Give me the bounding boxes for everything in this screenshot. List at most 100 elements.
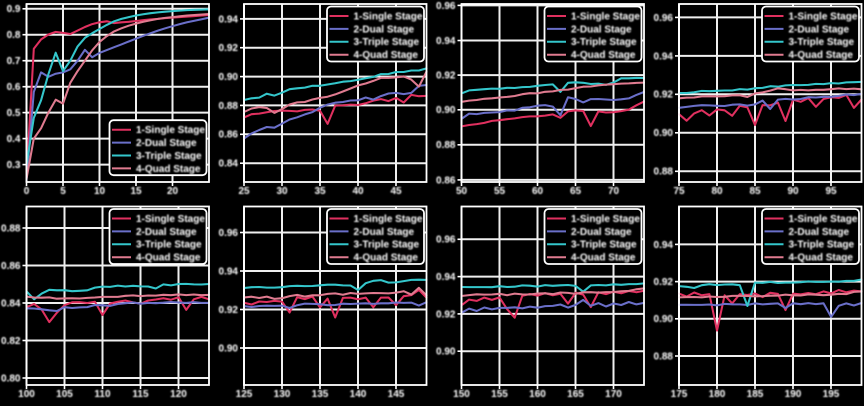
svg-text:1-Single Stage: 1-Single Stage	[136, 214, 205, 225]
svg-text:160: 160	[529, 389, 546, 400]
svg-text:4-Quad Stage: 4-Quad Stage	[354, 253, 419, 264]
svg-text:185: 185	[747, 389, 764, 400]
svg-text:20: 20	[167, 186, 179, 197]
svg-text:0.94: 0.94	[219, 266, 239, 277]
svg-text:140: 140	[350, 389, 367, 400]
svg-text:105: 105	[56, 389, 73, 400]
svg-text:2-Dual Stage: 2-Dual Stage	[354, 24, 415, 35]
svg-text:0.90: 0.90	[436, 347, 456, 358]
svg-text:0.86: 0.86	[436, 175, 456, 186]
svg-text:4-Quad Stage: 4-Quad Stage	[789, 253, 854, 264]
svg-text:60: 60	[532, 186, 544, 197]
svg-text:3-Triple Stage: 3-Triple Stage	[136, 151, 202, 162]
svg-text:4-Quad Stage: 4-Quad Stage	[789, 50, 854, 61]
svg-text:150: 150	[453, 389, 470, 400]
svg-text:125: 125	[236, 389, 253, 400]
svg-text:120: 120	[170, 389, 187, 400]
svg-text:0.92: 0.92	[219, 305, 239, 316]
svg-text:80: 80	[711, 186, 723, 197]
svg-text:45: 45	[390, 186, 402, 197]
svg-text:2-Dual Stage: 2-Dual Stage	[789, 24, 850, 35]
svg-text:1-Single Stage: 1-Single Stage	[789, 11, 858, 22]
svg-text:3-Triple Stage: 3-Triple Stage	[789, 37, 855, 48]
svg-text:75: 75	[673, 186, 685, 197]
svg-text:0.86: 0.86	[219, 130, 239, 141]
svg-text:0.92: 0.92	[654, 90, 674, 101]
svg-text:0.8: 0.8	[7, 30, 21, 41]
svg-text:0.3: 0.3	[7, 160, 21, 171]
svg-text:110: 110	[94, 389, 111, 400]
svg-text:0.88: 0.88	[436, 140, 456, 151]
svg-text:1-Single Stage: 1-Single Stage	[571, 214, 640, 225]
svg-text:0: 0	[24, 186, 30, 197]
svg-text:0.82: 0.82	[1, 336, 21, 347]
svg-text:195: 195	[823, 389, 840, 400]
svg-text:0.88: 0.88	[654, 167, 674, 178]
svg-text:0.84: 0.84	[219, 159, 239, 170]
svg-text:165: 165	[567, 389, 584, 400]
svg-text:50: 50	[456, 186, 468, 197]
svg-text:0.94: 0.94	[436, 36, 456, 47]
svg-text:30: 30	[276, 186, 288, 197]
svg-text:0.7: 0.7	[7, 56, 21, 67]
svg-text:40: 40	[352, 186, 364, 197]
svg-text:1-Single Stage: 1-Single Stage	[571, 11, 640, 22]
svg-text:190: 190	[785, 389, 802, 400]
svg-text:4-Quad Stage: 4-Quad Stage	[571, 50, 636, 61]
svg-text:145: 145	[388, 389, 405, 400]
svg-text:0.96: 0.96	[219, 228, 239, 239]
svg-text:3-Triple Stage: 3-Triple Stage	[136, 240, 202, 251]
svg-text:1-Single Stage: 1-Single Stage	[354, 214, 423, 225]
svg-text:0.5: 0.5	[7, 108, 21, 119]
svg-text:0.88: 0.88	[219, 101, 239, 112]
svg-text:0.94: 0.94	[654, 51, 674, 62]
svg-text:0.96: 0.96	[654, 13, 674, 24]
svg-text:3-Triple Stage: 3-Triple Stage	[789, 240, 855, 251]
svg-text:0.94: 0.94	[436, 272, 456, 283]
svg-text:1-Single Stage: 1-Single Stage	[136, 125, 205, 136]
svg-text:0.90: 0.90	[219, 72, 239, 83]
svg-text:155: 155	[491, 389, 508, 400]
svg-text:5: 5	[60, 186, 66, 197]
svg-text:55: 55	[494, 186, 506, 197]
svg-text:10: 10	[94, 186, 106, 197]
svg-text:90: 90	[787, 186, 799, 197]
svg-text:0.92: 0.92	[436, 309, 456, 320]
svg-text:0.96: 0.96	[436, 235, 456, 246]
svg-text:2-Dual Stage: 2-Dual Stage	[571, 227, 632, 238]
svg-text:4-Quad Stage: 4-Quad Stage	[136, 253, 201, 264]
svg-text:1-Single Stage: 1-Single Stage	[354, 11, 423, 22]
svg-text:0.88: 0.88	[654, 351, 674, 362]
svg-text:2-Dual Stage: 2-Dual Stage	[571, 24, 632, 35]
svg-text:0.92: 0.92	[654, 277, 674, 288]
svg-text:0.90: 0.90	[219, 343, 239, 354]
svg-text:2-Dual Stage: 2-Dual Stage	[789, 227, 850, 238]
svg-text:4-Quad Stage: 4-Quad Stage	[571, 253, 636, 264]
svg-text:0.86: 0.86	[1, 261, 21, 272]
svg-text:100: 100	[18, 389, 35, 400]
svg-text:0.90: 0.90	[654, 128, 674, 139]
svg-text:3-Triple Stage: 3-Triple Stage	[354, 240, 420, 251]
svg-text:3-Triple Stage: 3-Triple Stage	[571, 37, 637, 48]
svg-text:65: 65	[570, 186, 582, 197]
svg-text:85: 85	[749, 186, 761, 197]
svg-text:4-Quad Stage: 4-Quad Stage	[354, 50, 419, 61]
svg-text:0.92: 0.92	[436, 71, 456, 82]
svg-text:0.6: 0.6	[7, 82, 21, 93]
svg-text:0.94: 0.94	[654, 240, 674, 251]
svg-text:15: 15	[130, 186, 142, 197]
svg-text:170: 170	[605, 389, 622, 400]
svg-text:0.84: 0.84	[1, 298, 21, 309]
svg-text:0.94: 0.94	[219, 14, 239, 25]
svg-text:95: 95	[825, 186, 837, 197]
svg-text:0.90: 0.90	[436, 105, 456, 116]
svg-text:2-Dual Stage: 2-Dual Stage	[136, 138, 197, 149]
svg-text:3-Triple Stage: 3-Triple Stage	[571, 240, 637, 251]
svg-text:1-Single Stage: 1-Single Stage	[789, 214, 858, 225]
svg-text:3-Triple Stage: 3-Triple Stage	[354, 37, 420, 48]
svg-text:175: 175	[671, 389, 688, 400]
svg-text:0.96: 0.96	[436, 1, 456, 12]
svg-text:180: 180	[709, 389, 726, 400]
svg-text:0.90: 0.90	[654, 314, 674, 325]
svg-text:0.92: 0.92	[219, 43, 239, 54]
